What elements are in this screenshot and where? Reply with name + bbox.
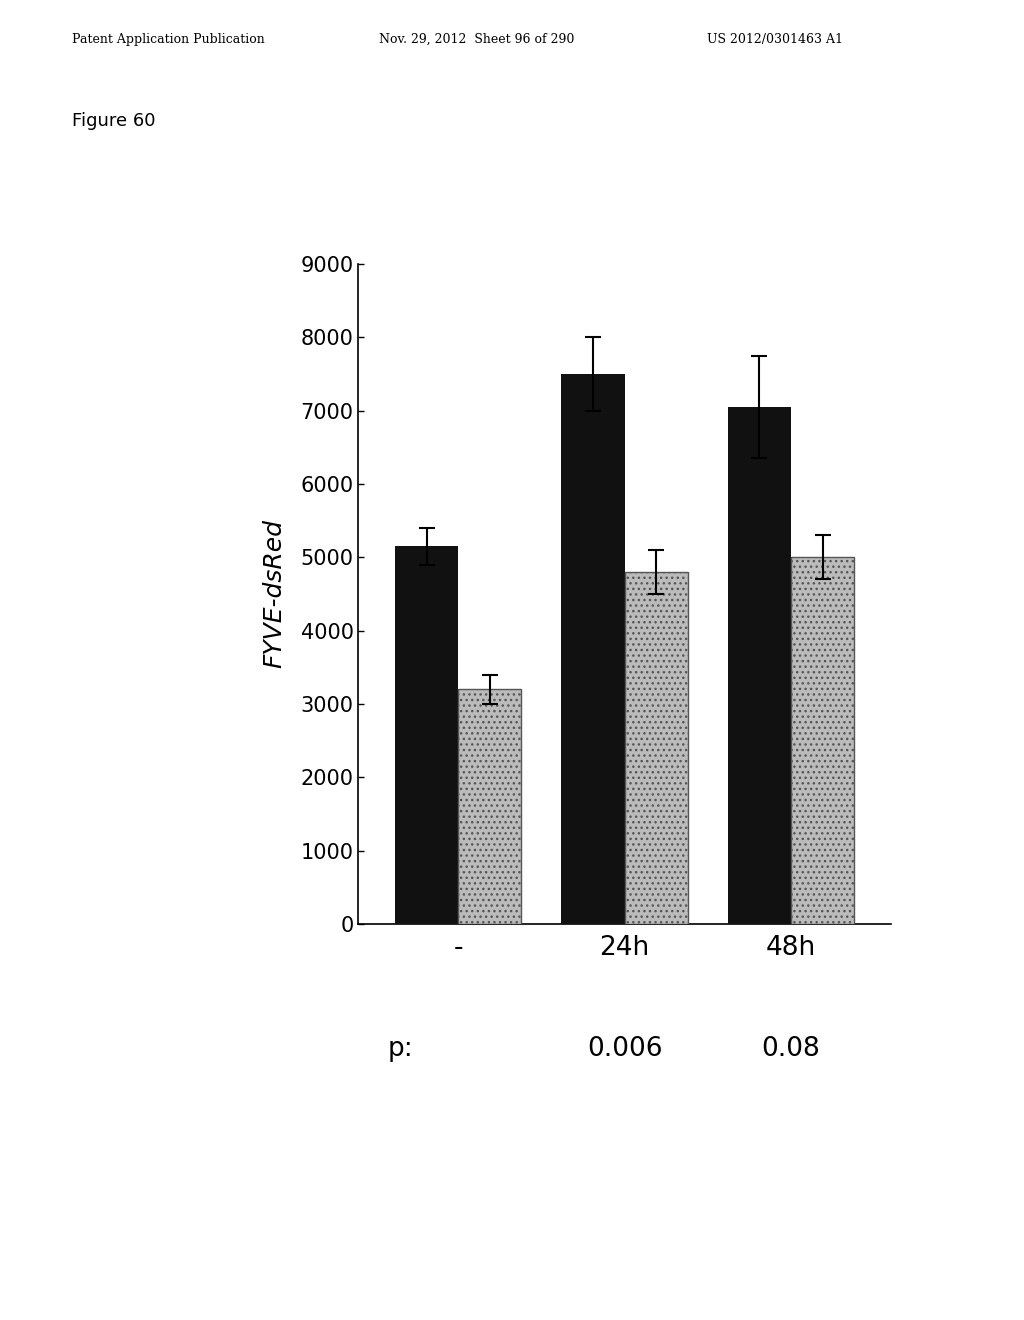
Bar: [459, 689, 521, 924]
Bar: [395, 546, 459, 924]
Bar: [561, 374, 625, 924]
Text: 0.08: 0.08: [762, 1036, 820, 1063]
Text: Patent Application Publication: Patent Application Publication: [72, 33, 264, 46]
Text: p:: p:: [387, 1036, 413, 1063]
Text: US 2012/0301463 A1: US 2012/0301463 A1: [707, 33, 843, 46]
Text: Nov. 29, 2012  Sheet 96 of 290: Nov. 29, 2012 Sheet 96 of 290: [379, 33, 574, 46]
Y-axis label: FYVE-dsRed: FYVE-dsRed: [262, 520, 287, 668]
Text: 0.006: 0.006: [587, 1036, 663, 1063]
Bar: [791, 557, 854, 924]
Bar: [728, 407, 791, 924]
Text: Figure 60: Figure 60: [72, 112, 156, 131]
Bar: [625, 572, 688, 924]
